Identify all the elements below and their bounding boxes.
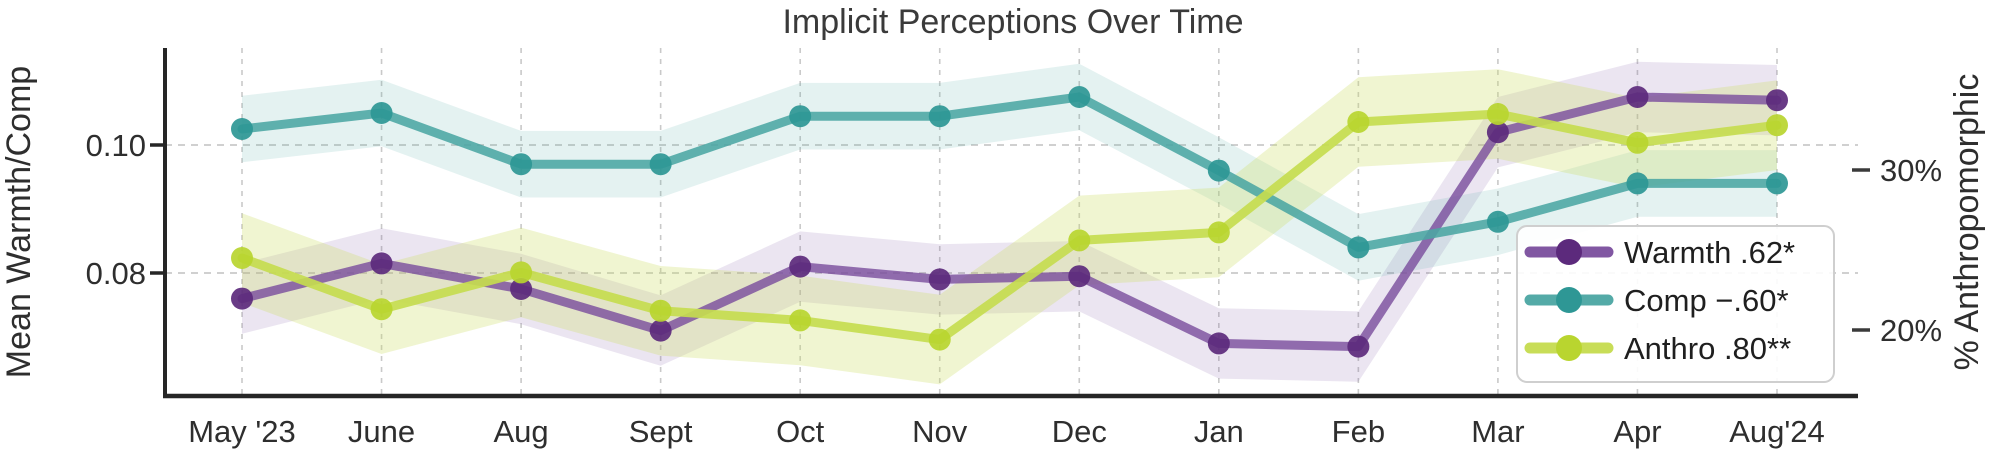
x-tick-label: Jan (1194, 414, 1244, 449)
x-tick-label: May '23 (188, 414, 296, 449)
legend-swatch-marker (1556, 287, 1582, 313)
x-tick-label: June (348, 414, 415, 449)
right-axis-label: % Anthropomorphic (1948, 74, 1986, 371)
anthro-data-point (1207, 221, 1230, 244)
comp-data-point (510, 153, 533, 176)
warmth-data-point (789, 255, 812, 278)
anthro-data-point (1486, 103, 1509, 125)
anthro-data-point (1347, 111, 1370, 133)
warmth-data-point (510, 278, 533, 300)
comp-data-point (1068, 86, 1091, 108)
anthro-line (237, 109, 1782, 345)
legend-swatch-marker (1556, 335, 1582, 361)
warmth-data-point (649, 319, 672, 342)
comp-confidence-band (242, 63, 1777, 281)
x-tick-label: Nov (912, 414, 968, 449)
comp-data-point (1766, 172, 1788, 195)
warmth-data-point (1626, 86, 1649, 108)
chart-title: Implicit Perceptions Over Time (782, 3, 1243, 41)
anthro-data-point (1766, 114, 1788, 137)
warmth-data-point (1486, 121, 1509, 144)
comp-line (237, 92, 1782, 252)
anthro-data-point (510, 261, 533, 284)
right-tick-label: 30% (1880, 153, 1942, 188)
x-tick-label: Dec (1052, 414, 1107, 449)
x-tick-label: Mar (1471, 414, 1524, 449)
x-tick-label: Apr (1613, 414, 1661, 449)
comp-data-point (789, 105, 812, 128)
legend-label: Warmth .62* (1624, 235, 1795, 270)
legend: Warmth .62* Comp −.60* Anthro .80** (1516, 225, 1835, 383)
x-tick-label: Feb (1332, 414, 1385, 449)
anthro-data-point (928, 328, 951, 351)
x-tick-label: Aug (494, 414, 549, 449)
left-tick-label: 0.10 (86, 128, 146, 163)
anthro-data-point (370, 298, 393, 321)
warmth-data-point (370, 252, 393, 275)
warmth-data-point (928, 268, 951, 291)
anthro-data-point (231, 247, 253, 269)
right-tick-label: 20% (1880, 313, 1942, 348)
x-tick-label: Aug'24 (1729, 414, 1825, 449)
legend-label: Anthro .80** (1624, 331, 1791, 366)
warmth-data-point (1347, 335, 1370, 358)
warmth-line (237, 92, 1782, 352)
x-tick-label: Sept (629, 414, 693, 449)
comp-data-point (370, 102, 393, 124)
series-lines-layer (231, 86, 1788, 358)
anthro-data-point (649, 299, 672, 322)
x-tick-label: Oct (776, 414, 825, 449)
warmth-data-point (231, 287, 253, 310)
legend-swatch-marker (1556, 239, 1582, 265)
comp-data-point (649, 153, 672, 176)
legend-label: Comp −.60* (1624, 283, 1789, 318)
comp-data-point (1207, 159, 1230, 182)
left-tick-label: 0.08 (86, 256, 146, 291)
warmth-data-point (1207, 332, 1230, 355)
comp-data-point (1626, 172, 1649, 195)
comp-data-point (231, 118, 253, 140)
left-axis-label: Mean Warmth/Comp (0, 66, 38, 378)
anthro-data-point (1068, 229, 1091, 252)
comp-data-point (1347, 236, 1370, 259)
axes-layer: May '23 June Aug Sept Oct Nov Dec Jan Feb Mar Apr A… (86, 48, 1942, 449)
comp-data-point (928, 105, 951, 128)
anthro-data-point (789, 309, 812, 332)
comp-data-point (1486, 210, 1509, 233)
anthro-data-point (1626, 131, 1649, 154)
warmth-data-point (1766, 89, 1788, 112)
warmth-data-point (1068, 265, 1091, 288)
